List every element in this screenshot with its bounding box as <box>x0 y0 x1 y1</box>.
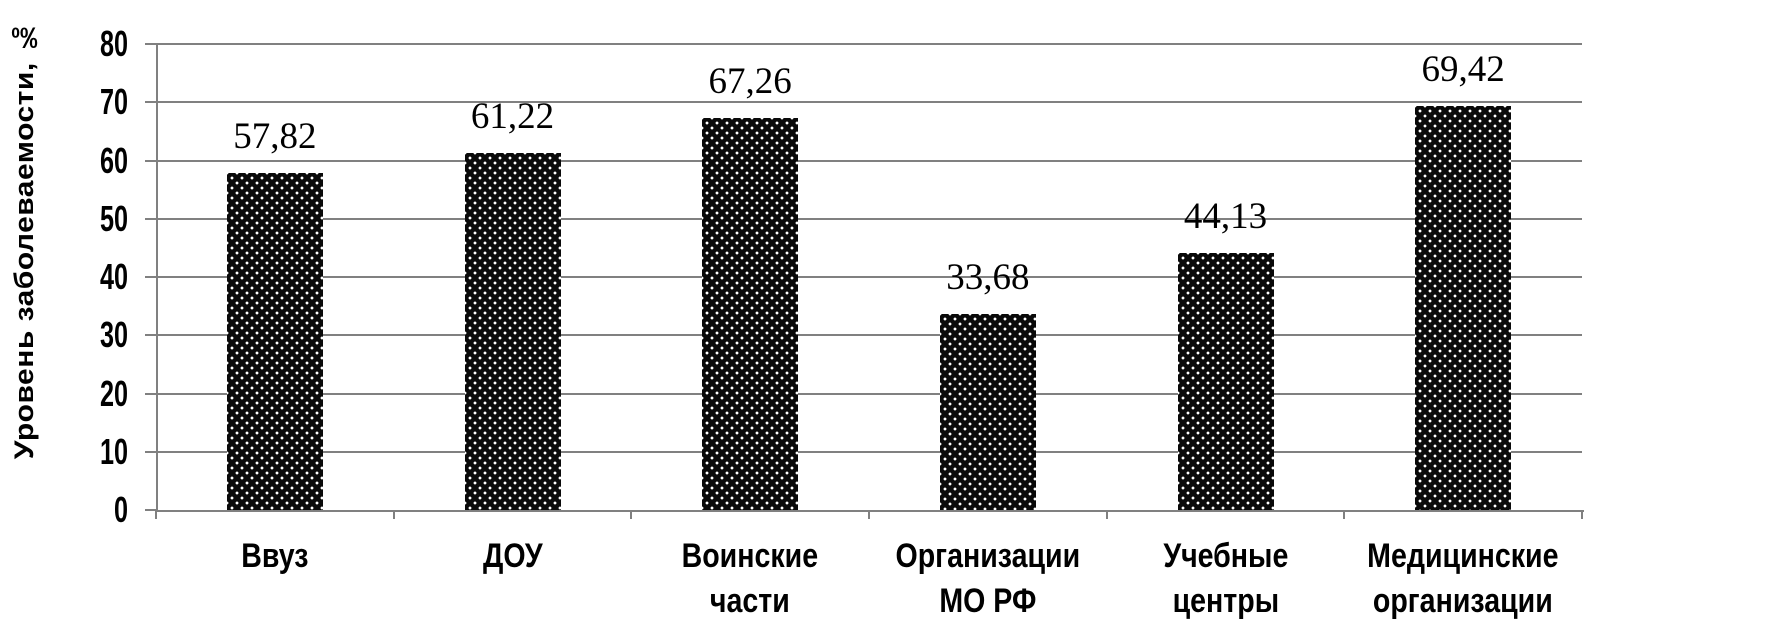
category-label: Учебные центры <box>1162 537 1288 620</box>
value-label: 33,68 <box>946 256 1030 298</box>
y-tick-label: 10 <box>99 430 128 472</box>
x-tick-mark <box>155 510 157 519</box>
category-label: Организации МО РФ <box>895 537 1081 620</box>
bar <box>939 313 1036 510</box>
y-tick-mark <box>145 334 156 337</box>
value-label: 67,26 <box>708 61 792 103</box>
plot-area <box>156 44 1584 512</box>
y-tick-label: 80 <box>99 23 128 64</box>
gridline <box>156 43 1582 45</box>
gridline <box>156 334 1582 337</box>
y-tick-label: 0 <box>113 489 128 530</box>
y-tick-mark <box>145 392 156 395</box>
y-tick-mark <box>145 101 156 104</box>
bar <box>1415 105 1512 510</box>
bar <box>702 118 799 510</box>
y-tick-mark <box>145 43 156 45</box>
gridline <box>156 276 1582 278</box>
value-label: 44,13 <box>1183 195 1268 237</box>
category-label: ДОУ <box>482 537 543 575</box>
gridline <box>156 392 1582 395</box>
gridline <box>156 101 1582 104</box>
y-tick-mark <box>145 509 156 511</box>
bar <box>1177 252 1274 510</box>
category-label: Медицинские организации <box>1367 537 1559 620</box>
y-tick-label: 50 <box>99 197 128 239</box>
y-tick-mark <box>145 159 156 162</box>
gridline <box>156 159 1582 162</box>
gridline <box>156 450 1582 453</box>
y-axis-title: Уровень заболеваемости, ‰ <box>10 20 40 460</box>
y-tick-mark <box>145 276 156 278</box>
y-tick-mark <box>145 450 156 453</box>
bar <box>226 173 323 510</box>
value-label: 69,42 <box>1421 48 1505 90</box>
y-tick-mark <box>145 217 156 220</box>
y-tick-label: 30 <box>99 314 128 356</box>
value-label: 57,82 <box>233 116 317 158</box>
x-tick-mark <box>868 510 870 519</box>
y-tick-label: 70 <box>99 81 128 123</box>
x-tick-mark <box>1105 510 1108 519</box>
gridline <box>156 217 1582 220</box>
x-tick-mark <box>1581 510 1583 519</box>
x-tick-mark <box>1343 510 1346 519</box>
y-tick-label: 40 <box>99 256 128 297</box>
y-tick-label: 20 <box>99 372 128 414</box>
y-tick-label: 60 <box>99 139 128 181</box>
category-label: Воинские части <box>681 537 819 620</box>
category-label: Ввуз <box>241 537 309 575</box>
bar <box>464 153 561 510</box>
x-tick-mark <box>392 510 395 519</box>
value-label: 61,22 <box>470 96 555 138</box>
x-tick-mark <box>630 510 633 519</box>
